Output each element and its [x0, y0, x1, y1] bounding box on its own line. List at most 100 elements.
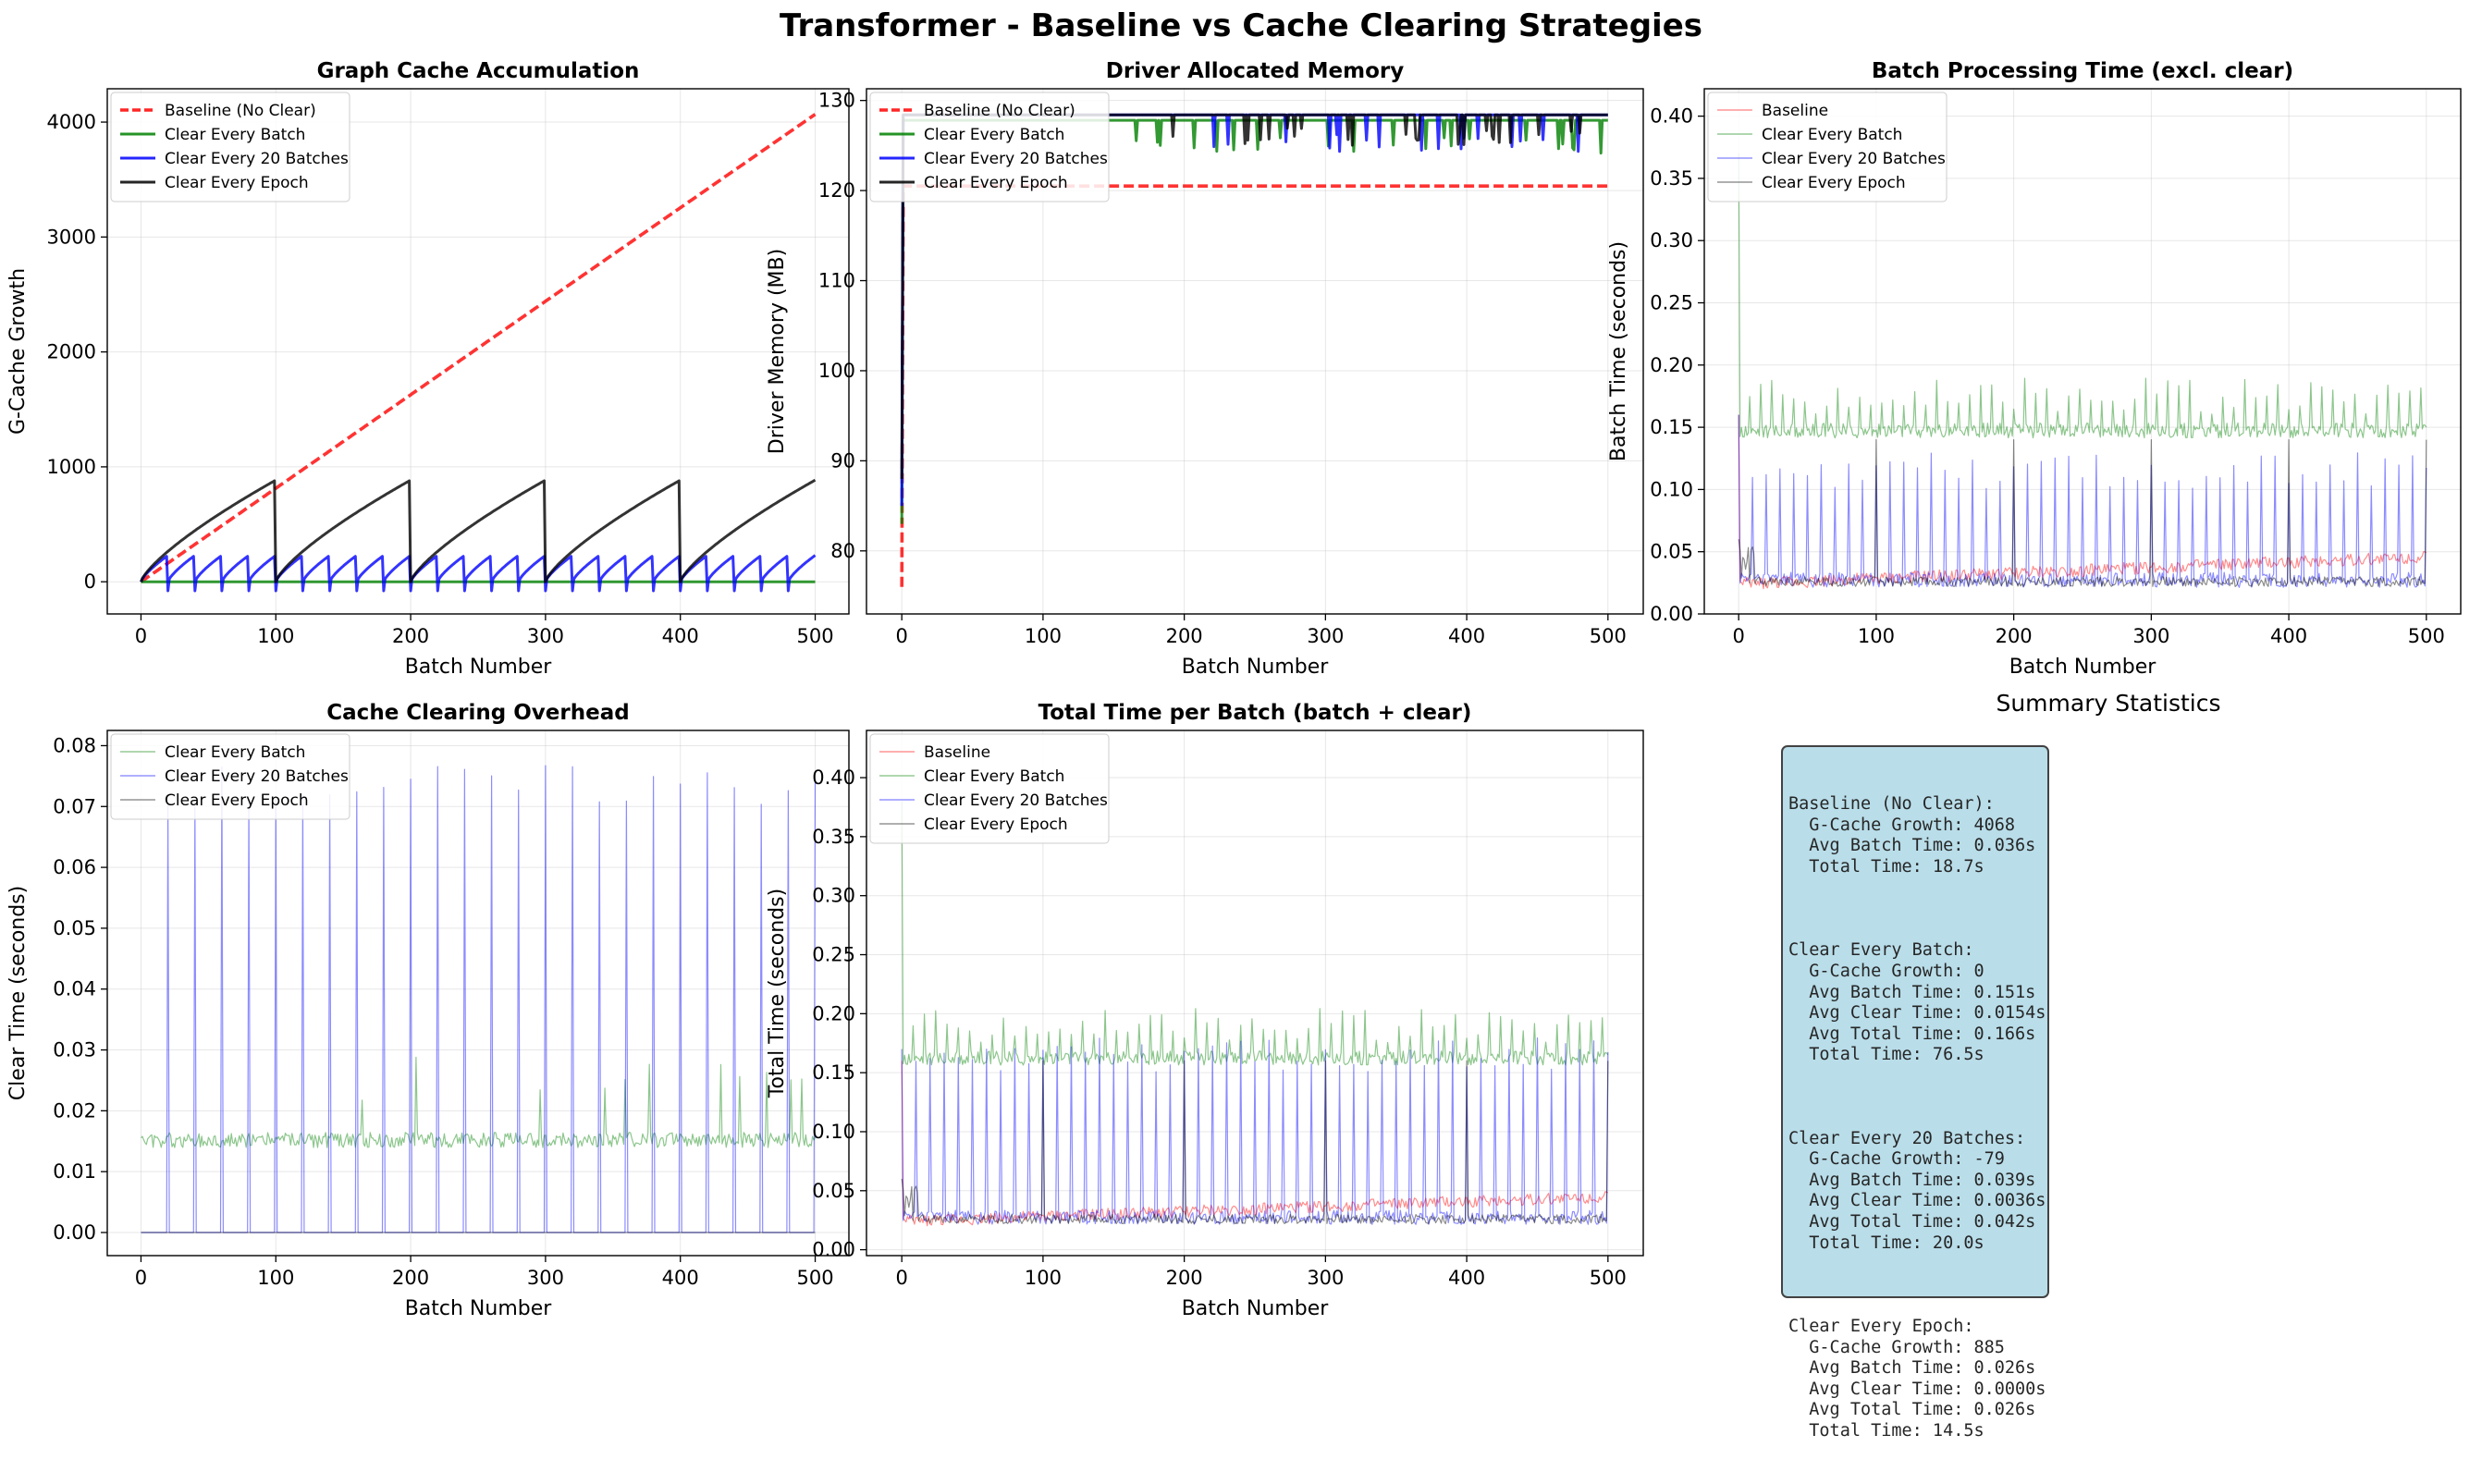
x-tick-label: 400: [662, 1267, 699, 1289]
y-axis-label: Clear Time (seconds): [6, 886, 30, 1100]
y-tick-label: 1000: [47, 456, 96, 478]
x-tick-label: 100: [1025, 1267, 1062, 1289]
legend-label: Baseline (No Clear): [165, 102, 316, 120]
x-axis-label: Batch Number: [2009, 656, 2157, 679]
y-tick-label: 0.03: [53, 1039, 96, 1061]
y-tick-label: 0.00: [53, 1221, 96, 1244]
x-tick-label: 100: [257, 1267, 294, 1289]
summary-header: Clear Every Batch:: [1788, 940, 1974, 961]
x-tick-label: 200: [1996, 625, 2033, 647]
series-line-every_epoch: [140, 478, 817, 583]
y-axis-label: Total Time (seconds): [766, 889, 789, 1098]
y-tick-label: 0.01: [53, 1160, 96, 1183]
summary-line: Avg Clear Time: 0.0000s: [1788, 1379, 2046, 1399]
series-line-every_epoch: [901, 1060, 1609, 1225]
summary-block-every-epoch: Clear Every Epoch: G-Cache Growth: 885 A…: [1788, 1317, 2046, 1442]
x-tick-label: 100: [257, 625, 294, 647]
x-tick-label: 500: [1590, 1267, 1627, 1289]
series-line-every_20: [1738, 414, 2427, 588]
x-tick-label: 500: [796, 1267, 833, 1289]
plot-frame: [106, 730, 850, 1257]
y-tick-label: 0.20: [812, 1002, 855, 1024]
x-tick-label: 300: [527, 1267, 564, 1289]
series-line-every_20: [141, 765, 817, 1233]
x-tick-label: 400: [1448, 1267, 1485, 1289]
x-tick-label: 0: [135, 1267, 147, 1289]
y-tick-label: 4000: [47, 111, 96, 133]
x-tick-label: 200: [1166, 625, 1203, 647]
y-tick-label: 0.25: [812, 944, 855, 966]
x-tick-label: 400: [2270, 625, 2307, 647]
x-tick-label: 0: [895, 625, 907, 647]
y-tick-label: 0.05: [1650, 541, 1693, 563]
y-tick-label: 100: [818, 360, 855, 382]
y-tick-label: 0.07: [53, 795, 96, 817]
plot-frame: [1703, 88, 2462, 615]
y-tick-label: 0.04: [53, 978, 96, 1000]
chart-title: Total Time per Batch (batch + clear): [1038, 701, 1472, 725]
summary-line: G-Cache Growth: 4068: [1788, 815, 2016, 835]
series-line-every_batch: [901, 801, 1609, 1066]
summary-block-every-20: Clear Every 20 Batches: G-Cache Growth: …: [1788, 1129, 2046, 1255]
summary-line: Avg Total Time: 0.166s: [1788, 1024, 2036, 1044]
x-tick-label: 300: [527, 625, 564, 647]
summary-header: Clear Every Epoch:: [1788, 1317, 1974, 1337]
x-axis-label: Batch Number: [405, 656, 553, 679]
y-tick-label: 120: [818, 179, 855, 202]
x-tick-label: 200: [392, 1267, 429, 1289]
total-time-chart: Total Time per Batch (batch + clear) 0 100…: [766, 701, 1644, 1320]
legend-label: Clear Every 20 Batches: [1762, 150, 1946, 168]
batch-time-chart: Batch Processing Time (excl. clear) 0 100 2…: [1607, 59, 2462, 679]
y-tick-label: 0.40: [1650, 105, 1693, 128]
x-tick-label: 300: [1307, 1267, 1344, 1289]
legend-label: Clear Every Batch: [924, 767, 1064, 786]
plot-frame: [106, 88, 850, 615]
summary-line: Total Time: 20.0s: [1788, 1233, 1984, 1253]
x-tick-label: 100: [1858, 625, 1895, 647]
legend-label: Clear Every 20 Batches: [165, 767, 349, 786]
legend-box: [869, 733, 1110, 844]
y-tick-label: 0.25: [1650, 292, 1693, 314]
legend-label: Baseline: [924, 743, 990, 762]
x-tick-label: 500: [1590, 625, 1627, 647]
x-tick-label: 0: [1732, 625, 1744, 647]
y-tick-label: 0.08: [53, 734, 96, 756]
series-line-every_batch: [141, 1056, 817, 1148]
x-tick-label: 500: [796, 625, 833, 647]
summary-line: G-Cache Growth: -79: [1788, 1149, 2005, 1170]
chart-title: Batch Processing Time (excl. clear): [1872, 59, 2293, 83]
x-axis-label: Batch Number: [1182, 656, 1330, 679]
y-tick-label: 0.00: [1650, 603, 1693, 625]
y-tick-label: 0.20: [1650, 354, 1693, 376]
summary-line: Avg Clear Time: 0.0036s: [1788, 1191, 2046, 1211]
summary-line: Total Time: 18.7s: [1788, 856, 1984, 877]
summary-line: Avg Batch Time: 0.036s: [1788, 836, 2036, 856]
legend-label: Baseline (No Clear): [924, 102, 1075, 120]
summary-line: Total Time: 14.5s: [1788, 1421, 1984, 1441]
x-tick-label: 100: [1025, 625, 1062, 647]
y-tick-label: 0.40: [812, 767, 855, 789]
y-tick-label: 130: [818, 90, 855, 112]
legend-label: Clear Every Epoch: [1762, 174, 1906, 192]
legend-label: Clear Every Epoch: [924, 816, 1068, 834]
chart-title: Driver Allocated Memory: [1106, 59, 1404, 83]
x-tick-label: 400: [1448, 625, 1485, 647]
y-tick-label: 0.10: [1650, 478, 1693, 500]
y-tick-label: 0.00: [812, 1239, 855, 1261]
legend-box: [869, 92, 1110, 202]
figure-title: Transformer - Baseline vs Cache Clearing…: [780, 7, 1702, 44]
chart-title: Cache Clearing Overhead: [326, 701, 629, 725]
summary-line: Avg Batch Time: 0.151s: [1788, 982, 2036, 1002]
x-axis-label: Batch Number: [1182, 1297, 1330, 1320]
legend-label: Baseline: [1762, 102, 1828, 120]
legend-label: Clear Every Batch: [1762, 126, 1902, 144]
legend-label: Clear Every Batch: [924, 126, 1064, 144]
x-tick-label: 500: [2408, 625, 2445, 647]
x-tick-label: 400: [662, 625, 699, 647]
summary-line: G-Cache Growth: 0: [1788, 961, 1984, 981]
summary-line: Avg Total Time: 0.042s: [1788, 1212, 2036, 1233]
x-axis-label: Batch Number: [405, 1297, 553, 1320]
y-tick-label: 0.30: [812, 885, 855, 907]
series-line-baseline: [901, 1061, 1609, 1227]
y-axis-label: Driver Memory (MB): [766, 249, 789, 454]
